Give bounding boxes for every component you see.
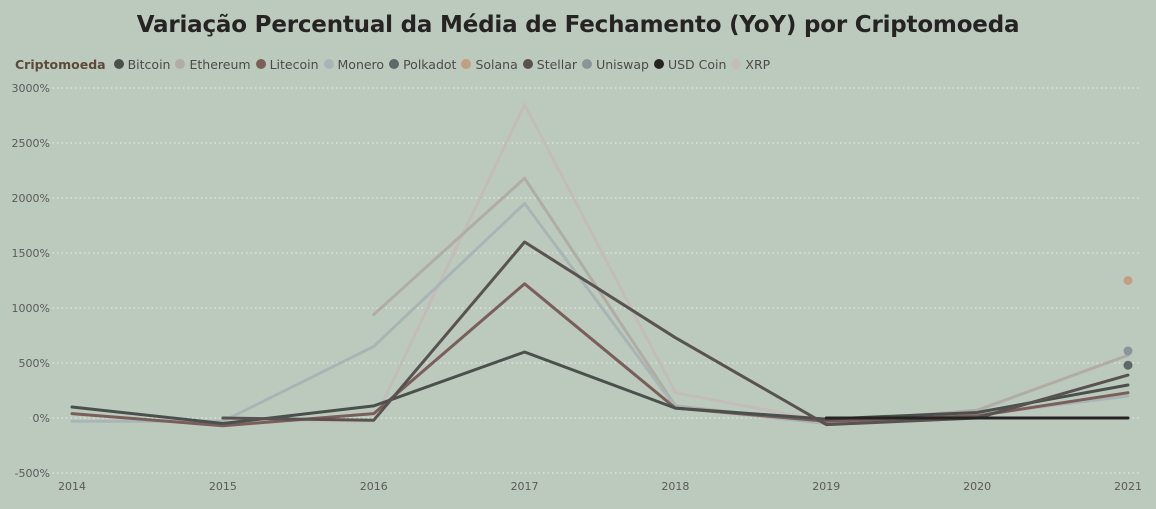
legend-item-usd-coin[interactable]: USD Coin — [653, 56, 727, 72]
legend-label: Monero — [337, 56, 385, 72]
series-point-solana — [1123, 276, 1133, 285]
legend-item-xrp[interactable]: XRP — [731, 57, 770, 72]
x-tick-label: 2020 — [963, 480, 991, 493]
legend-marker — [461, 59, 472, 69]
legend-item-solana[interactable]: Solana — [461, 56, 518, 72]
legend-marker — [323, 59, 334, 69]
legend-label: USD Coin — [667, 56, 727, 72]
legend-item-monero[interactable]: Monero — [323, 56, 385, 72]
legend-label: Litecoin — [269, 56, 319, 72]
legend-item-litecoin[interactable]: Litecoin — [255, 56, 319, 72]
legend-label: Stellar — [536, 56, 578, 72]
legend-item-polkadot[interactable]: Polkadot — [389, 57, 456, 72]
y-tick-label: 1500% — [12, 247, 50, 260]
y-tick-label: 2500% — [12, 137, 50, 150]
x-tick-label: 2015 — [209, 480, 237, 493]
legend-item-stellar[interactable]: Stellar — [522, 56, 578, 72]
legend-label: Solana — [475, 56, 518, 72]
x-tick-label: 2014 — [58, 480, 86, 493]
legend-label: Polkadot — [403, 56, 457, 72]
legend-label: XRP — [745, 56, 771, 72]
chart-legend: Criptomoeda Bitcoin Ethereum Litecoin Moner… — [15, 56, 775, 72]
legend-label: Bitcoin — [127, 56, 171, 72]
legend-label: Ethereum — [189, 56, 251, 72]
series-line-monero — [70, 202, 1130, 425]
legend-marker — [113, 59, 124, 69]
series-line-ethereum — [372, 176, 1130, 424]
series-line-stellar — [221, 240, 1130, 427]
legend-marker — [582, 59, 593, 69]
y-tick-label: 500% — [19, 357, 50, 370]
x-tick-label: 2019 — [812, 480, 840, 493]
legend-marker — [731, 59, 742, 69]
legend-items: Bitcoin Ethereum Litecoin Monero Polkadot Sol… — [113, 56, 776, 72]
series-line-xrp — [221, 103, 1130, 423]
legend-item-ethereum[interactable]: Ethereum — [175, 56, 251, 72]
x-tick-label: 2016 — [360, 480, 388, 493]
y-tick-label: 2000% — [12, 192, 50, 205]
y-tick-label: 0% — [33, 412, 50, 425]
legend-item-uniswap[interactable]: Uniswap — [582, 57, 649, 72]
legend-marker — [522, 59, 533, 69]
legend-marker — [653, 59, 664, 69]
legend-marker — [389, 59, 400, 69]
series-point-polkadot — [1123, 360, 1133, 370]
y-tick-label: -500% — [15, 467, 50, 480]
legend-marker — [175, 59, 186, 69]
x-tick-label: 2018 — [661, 480, 689, 493]
legend-label: Uniswap — [596, 56, 649, 72]
series-line-bitcoin — [70, 350, 1130, 425]
y-tick-label: 3000% — [12, 82, 50, 95]
x-tick-label: 2017 — [511, 480, 539, 493]
x-tick-label: 2021 — [1114, 480, 1142, 493]
legend-marker — [255, 59, 266, 69]
chart-title: Variação Percentual da Média de Fechamen… — [136, 12, 1020, 38]
legend-title: Criptomoeda — [15, 56, 106, 72]
y-tick-label: 1000% — [12, 302, 50, 315]
series-point-uniswap — [1123, 346, 1133, 356]
legend-item-bitcoin[interactable]: Bitcoin — [113, 56, 171, 72]
